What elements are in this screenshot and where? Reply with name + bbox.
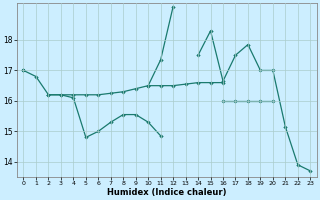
X-axis label: Humidex (Indice chaleur): Humidex (Indice chaleur)	[107, 188, 227, 197]
